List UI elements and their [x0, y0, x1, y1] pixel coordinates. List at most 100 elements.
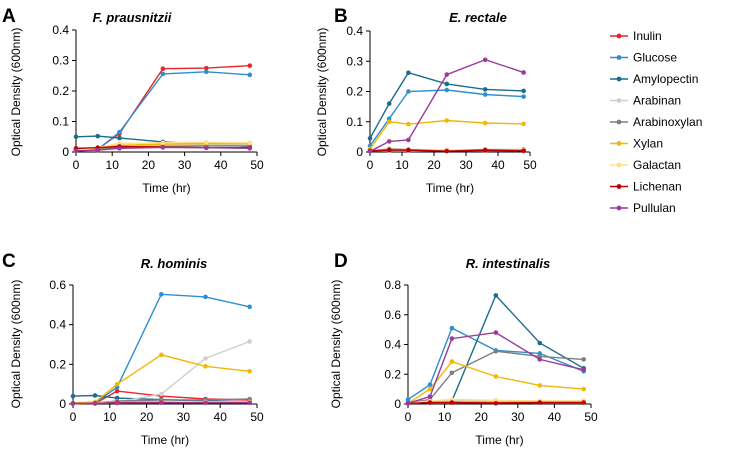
legend-item-lichenan: Lichenan [610, 180, 682, 194]
data-point-xylan [406, 121, 411, 127]
series-line-lichenan [369, 149, 524, 152]
legend-item-glucose: Glucose [610, 51, 677, 65]
x-tick-label: 20 [140, 410, 154, 424]
data-point-amylopectin [386, 101, 392, 106]
data-point-amylopectin [92, 393, 98, 398]
legend-label: Xylan [633, 137, 663, 151]
legend-swatch-marker [616, 33, 622, 39]
y-tick-label: 0.1 [52, 115, 69, 129]
series-line-pullulan [72, 402, 250, 405]
series-inulin [73, 63, 253, 152]
data-point-inulin [204, 65, 209, 71]
x-tick-label: 0 [405, 410, 412, 424]
data-point-pullulan [386, 139, 392, 144]
legend-swatch-marker [616, 184, 622, 189]
y-tick-label: 0.2 [384, 367, 401, 381]
panel-letter: B [334, 6, 348, 27]
series-amylopectin [367, 70, 526, 141]
data-point-xylan [493, 374, 499, 379]
series-glucose [70, 292, 252, 406]
panel-b: B E. rectale 0 10 20 30 40 50 0 0.1 0.2 0.3 0.4 Time … [315, 6, 537, 195]
legend-label: Amylopectin [633, 72, 698, 86]
series-line-amylopectin [72, 394, 250, 403]
data-point-pullulan [537, 357, 543, 362]
y-tick-label: 0.2 [346, 85, 363, 99]
x-axis-label: Time (hr) [426, 181, 474, 195]
x-tick-label: 0 [70, 410, 77, 424]
x-tick-label: 40 [491, 158, 505, 172]
data-point-pullulan [367, 149, 373, 154]
x-tick-label: 10 [395, 158, 409, 172]
data-point-amylopectin [95, 133, 101, 139]
series-line-xylan [369, 119, 524, 150]
data-point-xylan [449, 359, 455, 364]
series-pullulan [73, 145, 253, 154]
y-tick-label: 0 [356, 145, 363, 159]
y-tick-label: 0.4 [384, 338, 401, 352]
data-point-amylopectin [444, 81, 450, 87]
series-line-xylan [75, 142, 250, 152]
x-axis-label: Time (hr) [141, 433, 189, 447]
data-point-glucose [405, 397, 411, 402]
y-tick-label: 0.4 [52, 23, 69, 37]
x-tick-label: 50 [250, 158, 264, 172]
panel-title: E. rectale [449, 10, 507, 25]
data-point-inulin [114, 388, 120, 394]
x-axis-label: Time (hr) [475, 433, 523, 447]
data-point-glucose [247, 304, 252, 310]
legend-item-arabinoxylan: Arabinoxylan [610, 115, 702, 129]
data-point-inulin [160, 66, 166, 72]
legend-item-xylan: Xylan [610, 137, 663, 151]
data-point-arabinoxylan [581, 357, 586, 362]
x-tick-label: 50 [523, 158, 537, 172]
legend-item-galactan: Galactan [610, 158, 681, 172]
panel-c: C R. hominis 0 10 20 30 40 50 0 0.2 0.4 0.6 Time (hr… [2, 251, 264, 447]
data-point-pullulan [427, 394, 433, 399]
legend-label: Pullulan [633, 201, 676, 215]
series-line-lichenan [407, 401, 584, 405]
series-pullulan [367, 57, 526, 154]
data-point-pullulan [449, 336, 455, 341]
y-axis-label: Optical Density (600nm) [329, 280, 343, 409]
series-line-galactan [407, 398, 584, 404]
legend-label: Galactan [633, 158, 681, 172]
data-point-pullulan [204, 145, 209, 151]
x-tick-label: 20 [475, 410, 489, 424]
x-tick-label: 40 [214, 410, 228, 424]
x-tick-label: 40 [548, 410, 562, 424]
x-tick-label: 10 [438, 410, 452, 424]
x-tick-label: 20 [427, 158, 441, 172]
data-point-pullulan [521, 70, 526, 75]
series-line-pullulan [369, 58, 524, 153]
legend-swatch-marker [616, 141, 622, 146]
panel-title: F. prausnitzii [93, 10, 172, 25]
data-point-amylopectin [537, 340, 543, 346]
y-tick-label: 0.6 [49, 278, 66, 292]
data-point-lichenan [449, 400, 455, 405]
legend-label: Glucose [633, 51, 677, 65]
data-point-xylan [444, 118, 450, 123]
series-line-pullulan [75, 146, 250, 152]
data-point-pullulan [444, 72, 450, 77]
y-tick-label: 0.1 [346, 115, 363, 129]
x-tick-label: 40 [214, 158, 228, 172]
data-point-pullulan [406, 137, 411, 143]
y-tick-label: 0.4 [346, 24, 363, 38]
data-point-galactan [204, 139, 209, 145]
legend: Inulin Glucose Amylopectin Arabinan Arabinox… [610, 29, 702, 215]
panel-d: D R. intestinalis 0 10 20 30 40 50 0 0.2 0.4 0.6 0.8… [329, 251, 598, 447]
data-point-galactan [160, 140, 166, 146]
series-xylan [367, 118, 526, 152]
y-tick-label: 0.2 [52, 84, 69, 98]
data-point-pullulan [159, 400, 164, 406]
data-point-glucose [117, 129, 122, 135]
series-glucose [367, 87, 526, 149]
x-tick-label: 10 [103, 410, 117, 424]
data-point-xylan [581, 386, 586, 392]
y-tick-label: 0.3 [52, 54, 69, 68]
x-tick-label: 30 [459, 158, 473, 172]
x-tick-label: 50 [250, 410, 264, 424]
data-point-glucose [159, 292, 164, 297]
x-tick-label: 50 [584, 410, 598, 424]
